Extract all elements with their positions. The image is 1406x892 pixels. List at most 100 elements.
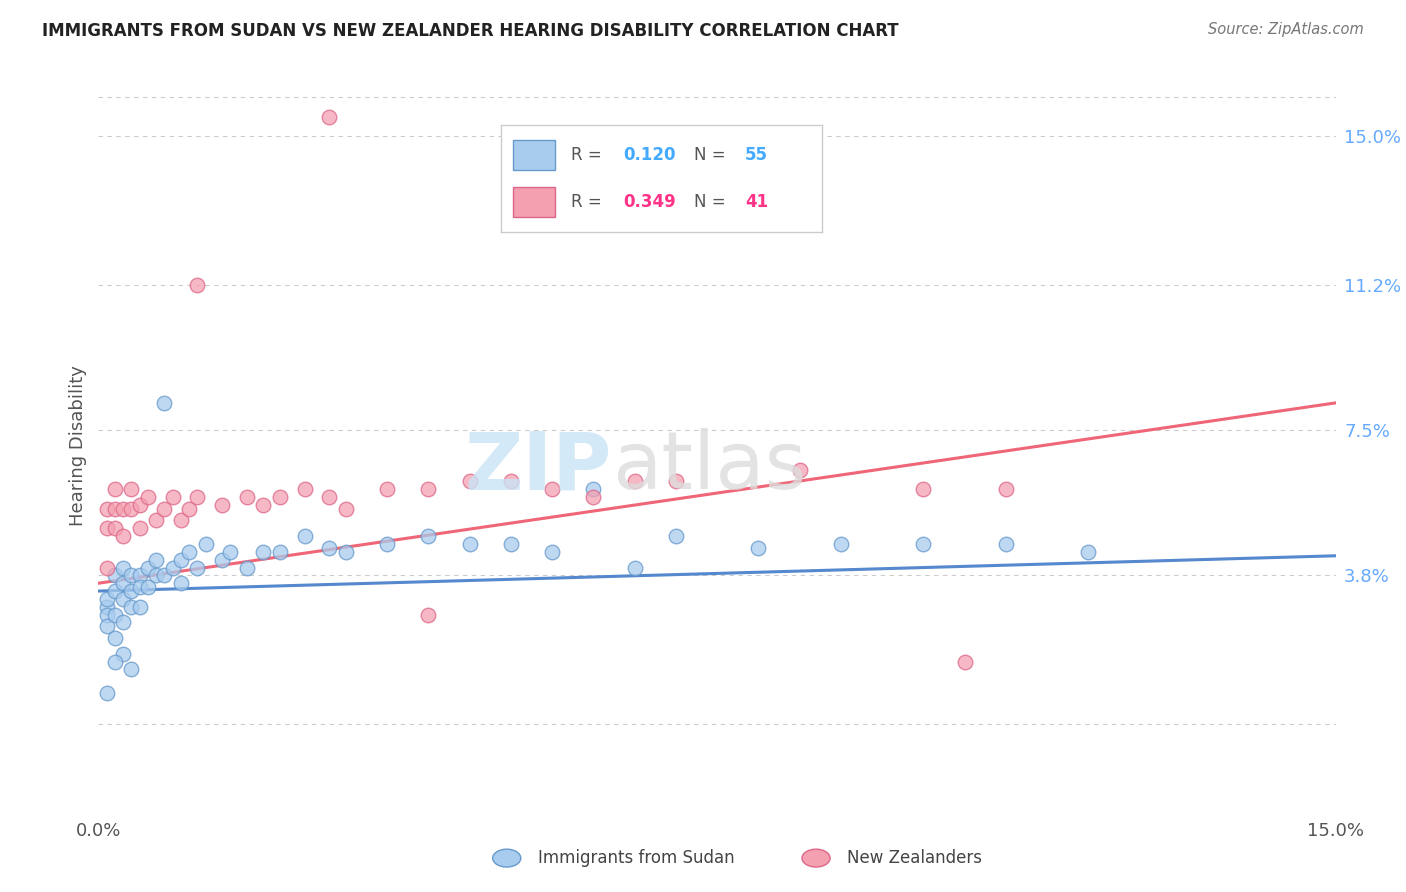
Point xyxy=(162,490,184,504)
Point xyxy=(128,498,150,512)
Point xyxy=(112,591,135,606)
Point xyxy=(912,537,935,551)
Point xyxy=(458,475,481,489)
Point xyxy=(104,482,127,496)
Point xyxy=(170,576,193,591)
Text: 41: 41 xyxy=(745,193,768,211)
Text: 15.0%: 15.0% xyxy=(1308,822,1364,840)
Bar xyxy=(513,140,555,169)
Point xyxy=(104,521,127,535)
Point xyxy=(994,482,1017,496)
Point xyxy=(953,655,976,669)
Point xyxy=(120,501,142,516)
Point xyxy=(179,501,201,516)
Point xyxy=(318,541,340,555)
Text: Source: ZipAtlas.com: Source: ZipAtlas.com xyxy=(1208,22,1364,37)
Point xyxy=(623,475,645,489)
Point xyxy=(211,552,233,566)
Point xyxy=(104,607,127,622)
Point xyxy=(499,475,522,489)
Point xyxy=(96,686,118,700)
Text: 0.0%: 0.0% xyxy=(76,822,121,840)
Point xyxy=(128,568,150,582)
Point xyxy=(136,580,159,594)
Point xyxy=(211,498,233,512)
Text: IMMIGRANTS FROM SUDAN VS NEW ZEALANDER HEARING DISABILITY CORRELATION CHART: IMMIGRANTS FROM SUDAN VS NEW ZEALANDER H… xyxy=(42,22,898,40)
Point xyxy=(145,568,167,582)
Point xyxy=(153,396,176,410)
Point xyxy=(186,490,208,504)
Point xyxy=(912,482,935,496)
Point xyxy=(582,490,605,504)
Point xyxy=(375,482,398,496)
Point xyxy=(96,521,118,535)
Point xyxy=(145,552,167,566)
Point xyxy=(136,490,159,504)
Point xyxy=(112,615,135,630)
Point xyxy=(418,607,440,622)
Point xyxy=(252,498,274,512)
Point xyxy=(623,560,645,574)
Point xyxy=(375,537,398,551)
Point xyxy=(96,591,118,606)
Y-axis label: Hearing Disability: Hearing Disability xyxy=(69,366,87,526)
Point xyxy=(179,545,201,559)
Point xyxy=(104,501,127,516)
Point xyxy=(830,537,852,551)
Point xyxy=(136,560,159,574)
Point xyxy=(120,599,142,614)
Point xyxy=(120,568,142,582)
Point xyxy=(96,619,118,633)
Point xyxy=(747,541,769,555)
Point xyxy=(104,584,127,599)
Text: ZIP: ZIP xyxy=(464,428,612,507)
Point xyxy=(112,576,135,591)
Text: 0.120: 0.120 xyxy=(623,146,675,164)
Point xyxy=(665,475,688,489)
Point xyxy=(294,482,316,496)
Point xyxy=(120,584,142,599)
Point xyxy=(236,490,259,504)
Point xyxy=(458,537,481,551)
Point xyxy=(96,599,118,614)
Point xyxy=(112,501,135,516)
Point xyxy=(582,482,605,496)
Point xyxy=(96,560,118,574)
Point xyxy=(120,482,142,496)
Point xyxy=(269,490,291,504)
Point xyxy=(236,560,259,574)
Point xyxy=(994,537,1017,551)
Text: atlas: atlas xyxy=(612,428,806,507)
Point xyxy=(318,110,340,124)
Point xyxy=(418,529,440,543)
Point xyxy=(335,545,357,559)
Text: 0.349: 0.349 xyxy=(623,193,675,211)
Point xyxy=(194,537,217,551)
Point xyxy=(541,482,564,496)
Point xyxy=(418,482,440,496)
Point xyxy=(120,663,142,677)
Point xyxy=(104,655,127,669)
Point xyxy=(96,607,118,622)
Point xyxy=(294,529,316,543)
Point xyxy=(112,647,135,661)
Point xyxy=(789,462,811,476)
Point xyxy=(665,529,688,543)
Text: R =: R = xyxy=(571,193,607,211)
Point xyxy=(541,545,564,559)
Point xyxy=(162,560,184,574)
Point xyxy=(252,545,274,559)
Bar xyxy=(513,187,555,217)
Point xyxy=(153,568,176,582)
Point xyxy=(128,580,150,594)
Point xyxy=(335,501,357,516)
Point xyxy=(186,278,208,293)
Point xyxy=(186,560,208,574)
Point xyxy=(1077,545,1099,559)
Text: R =: R = xyxy=(571,146,607,164)
Text: 55: 55 xyxy=(745,146,768,164)
Point xyxy=(318,490,340,504)
Point xyxy=(269,545,291,559)
Point xyxy=(104,568,127,582)
Point xyxy=(170,514,193,528)
